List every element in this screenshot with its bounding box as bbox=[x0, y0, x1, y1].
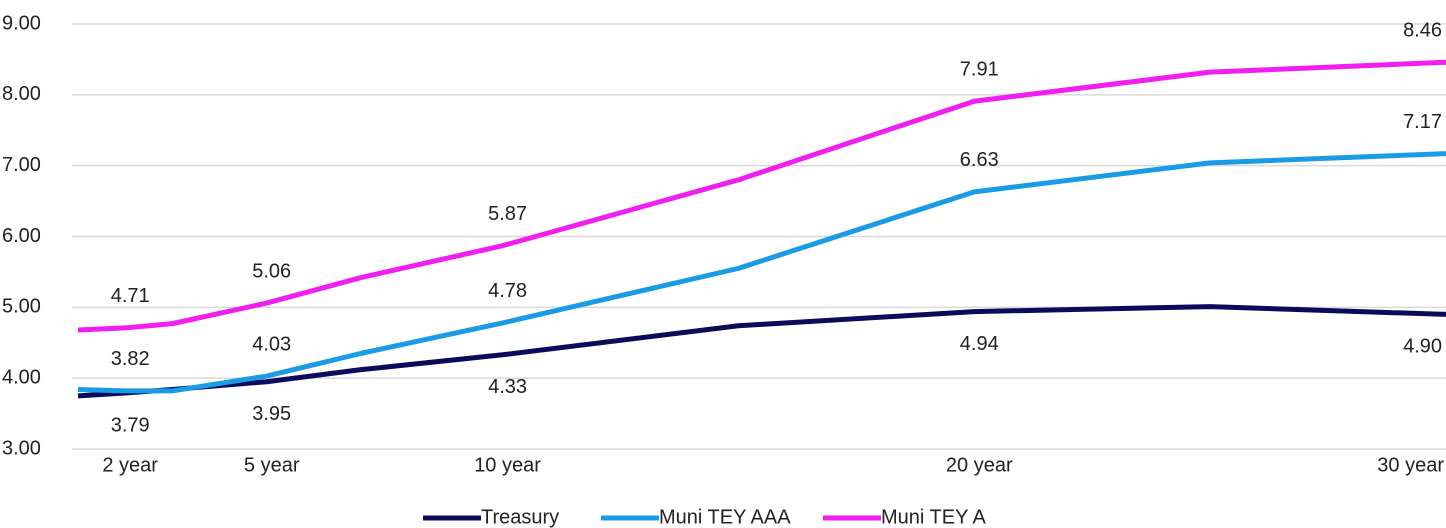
data-label: 3.82 bbox=[111, 348, 150, 370]
data-label: 4.33 bbox=[488, 376, 527, 398]
legend-label: Muni TEY A bbox=[881, 506, 987, 528]
data-label: 6.63 bbox=[960, 149, 999, 171]
data-label: 3.79 bbox=[111, 414, 150, 436]
data-label: 4.94 bbox=[960, 333, 999, 355]
legend-item: Muni TEY AAA bbox=[601, 506, 791, 528]
data-label: 8.46 bbox=[1403, 20, 1442, 42]
y-tick-label: 5.00 bbox=[2, 296, 41, 318]
data-label: 5.87 bbox=[488, 203, 527, 225]
legend-label: Treasury bbox=[481, 506, 559, 528]
y-tick-label: 3.00 bbox=[2, 437, 41, 459]
x-tick-label: 2 year bbox=[102, 454, 158, 476]
x-tick-label: 5 year bbox=[244, 454, 300, 476]
data-label: 4.03 bbox=[252, 333, 291, 355]
legend-item: Treasury bbox=[423, 506, 559, 528]
data-label: 4.71 bbox=[111, 285, 150, 307]
y-tick-label: 7.00 bbox=[2, 154, 41, 176]
series-line bbox=[77, 151, 1446, 394]
legend-item: Muni TEY A bbox=[823, 506, 987, 528]
x-tick-label: 10 year bbox=[474, 454, 541, 476]
x-tick-label: 20 year bbox=[946, 454, 1013, 476]
x-tick-label: 30 year bbox=[1377, 454, 1444, 476]
data-label: 5.06 bbox=[252, 260, 291, 282]
data-label: 3.95 bbox=[252, 403, 291, 425]
data-label: 7.91 bbox=[960, 58, 999, 80]
y-tick-label: 9.00 bbox=[2, 12, 41, 34]
y-tick-label: 6.00 bbox=[2, 225, 41, 247]
y-tick-label: 8.00 bbox=[2, 83, 41, 105]
data-label: 4.78 bbox=[488, 280, 527, 302]
data-label: 4.90 bbox=[1403, 336, 1442, 358]
data-label: 7.17 bbox=[1403, 111, 1442, 133]
series-line bbox=[77, 59, 1446, 333]
y-tick-label: 4.00 bbox=[2, 366, 41, 388]
legend-label: Muni TEY AAA bbox=[659, 506, 791, 528]
